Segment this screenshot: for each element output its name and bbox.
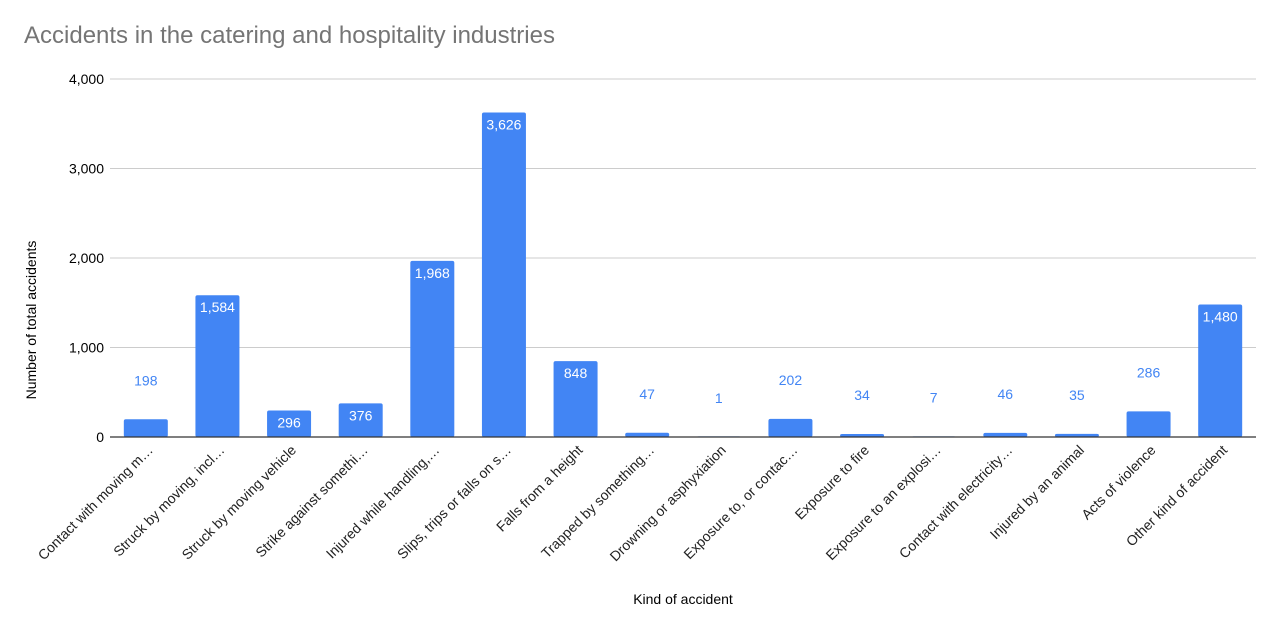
y-tick-label: 4,000 xyxy=(69,71,104,87)
data-label: 47 xyxy=(639,386,655,402)
y-axis-ticks: 0 1,000 2,000 3,000 4,000 xyxy=(69,71,104,445)
bar xyxy=(481,112,526,438)
x-category-label: Contact with moving m… xyxy=(35,442,156,563)
y-tick-label: 0 xyxy=(96,429,104,445)
data-label: 1,968 xyxy=(415,265,450,281)
gridlines xyxy=(110,78,1256,348)
data-label: 296 xyxy=(277,415,301,431)
bar xyxy=(553,361,598,437)
data-label: 3,626 xyxy=(486,116,521,132)
bar xyxy=(1054,433,1099,437)
y-tick-label: 3,000 xyxy=(69,161,104,177)
data-labels: 198 1,584 296 376 1,968 3,626 848 47 1 202 34 7 46 35… xyxy=(134,116,1238,430)
x-category-label: Acts of violence xyxy=(1078,442,1159,523)
data-label: 1,584 xyxy=(200,299,235,315)
x-category-label: Struck by moving vehicle xyxy=(178,442,299,563)
x-category-label: Exposure to an explosi… xyxy=(822,442,943,563)
bar xyxy=(195,295,240,437)
data-label: 202 xyxy=(779,372,803,388)
bar xyxy=(267,410,312,437)
data-label: 1 xyxy=(715,390,723,406)
x-category-label: Drowning or asphyxiation xyxy=(606,442,728,564)
data-label: 286 xyxy=(1137,364,1161,380)
bars xyxy=(123,112,1243,438)
data-label: 1,480 xyxy=(1203,309,1238,325)
x-axis-title: Kind of accident xyxy=(633,591,733,607)
data-label: 198 xyxy=(134,372,158,388)
bar xyxy=(840,433,885,437)
data-label: 7 xyxy=(930,389,938,405)
bar xyxy=(338,403,383,437)
data-label: 35 xyxy=(1069,387,1085,403)
bar xyxy=(625,432,670,437)
bar xyxy=(123,419,168,437)
data-label: 46 xyxy=(998,386,1014,402)
y-tick-label: 2,000 xyxy=(69,250,104,266)
data-label: 376 xyxy=(349,407,373,423)
bar xyxy=(1198,304,1243,437)
y-tick-label: 1,000 xyxy=(69,340,104,356)
bar xyxy=(983,432,1028,437)
y-axis-title: Number of total accidents xyxy=(23,241,39,400)
bar xyxy=(410,260,455,437)
x-category-label: Exposure to fire xyxy=(792,442,873,523)
x-axis-categories: Contact with moving m…Struck by moving, … xyxy=(35,442,1231,565)
data-label: 848 xyxy=(564,365,588,381)
chart-title: Accidents in the catering and hospitalit… xyxy=(24,22,555,49)
data-label: 34 xyxy=(854,387,870,403)
bar xyxy=(1126,411,1171,437)
bar xyxy=(768,418,813,437)
